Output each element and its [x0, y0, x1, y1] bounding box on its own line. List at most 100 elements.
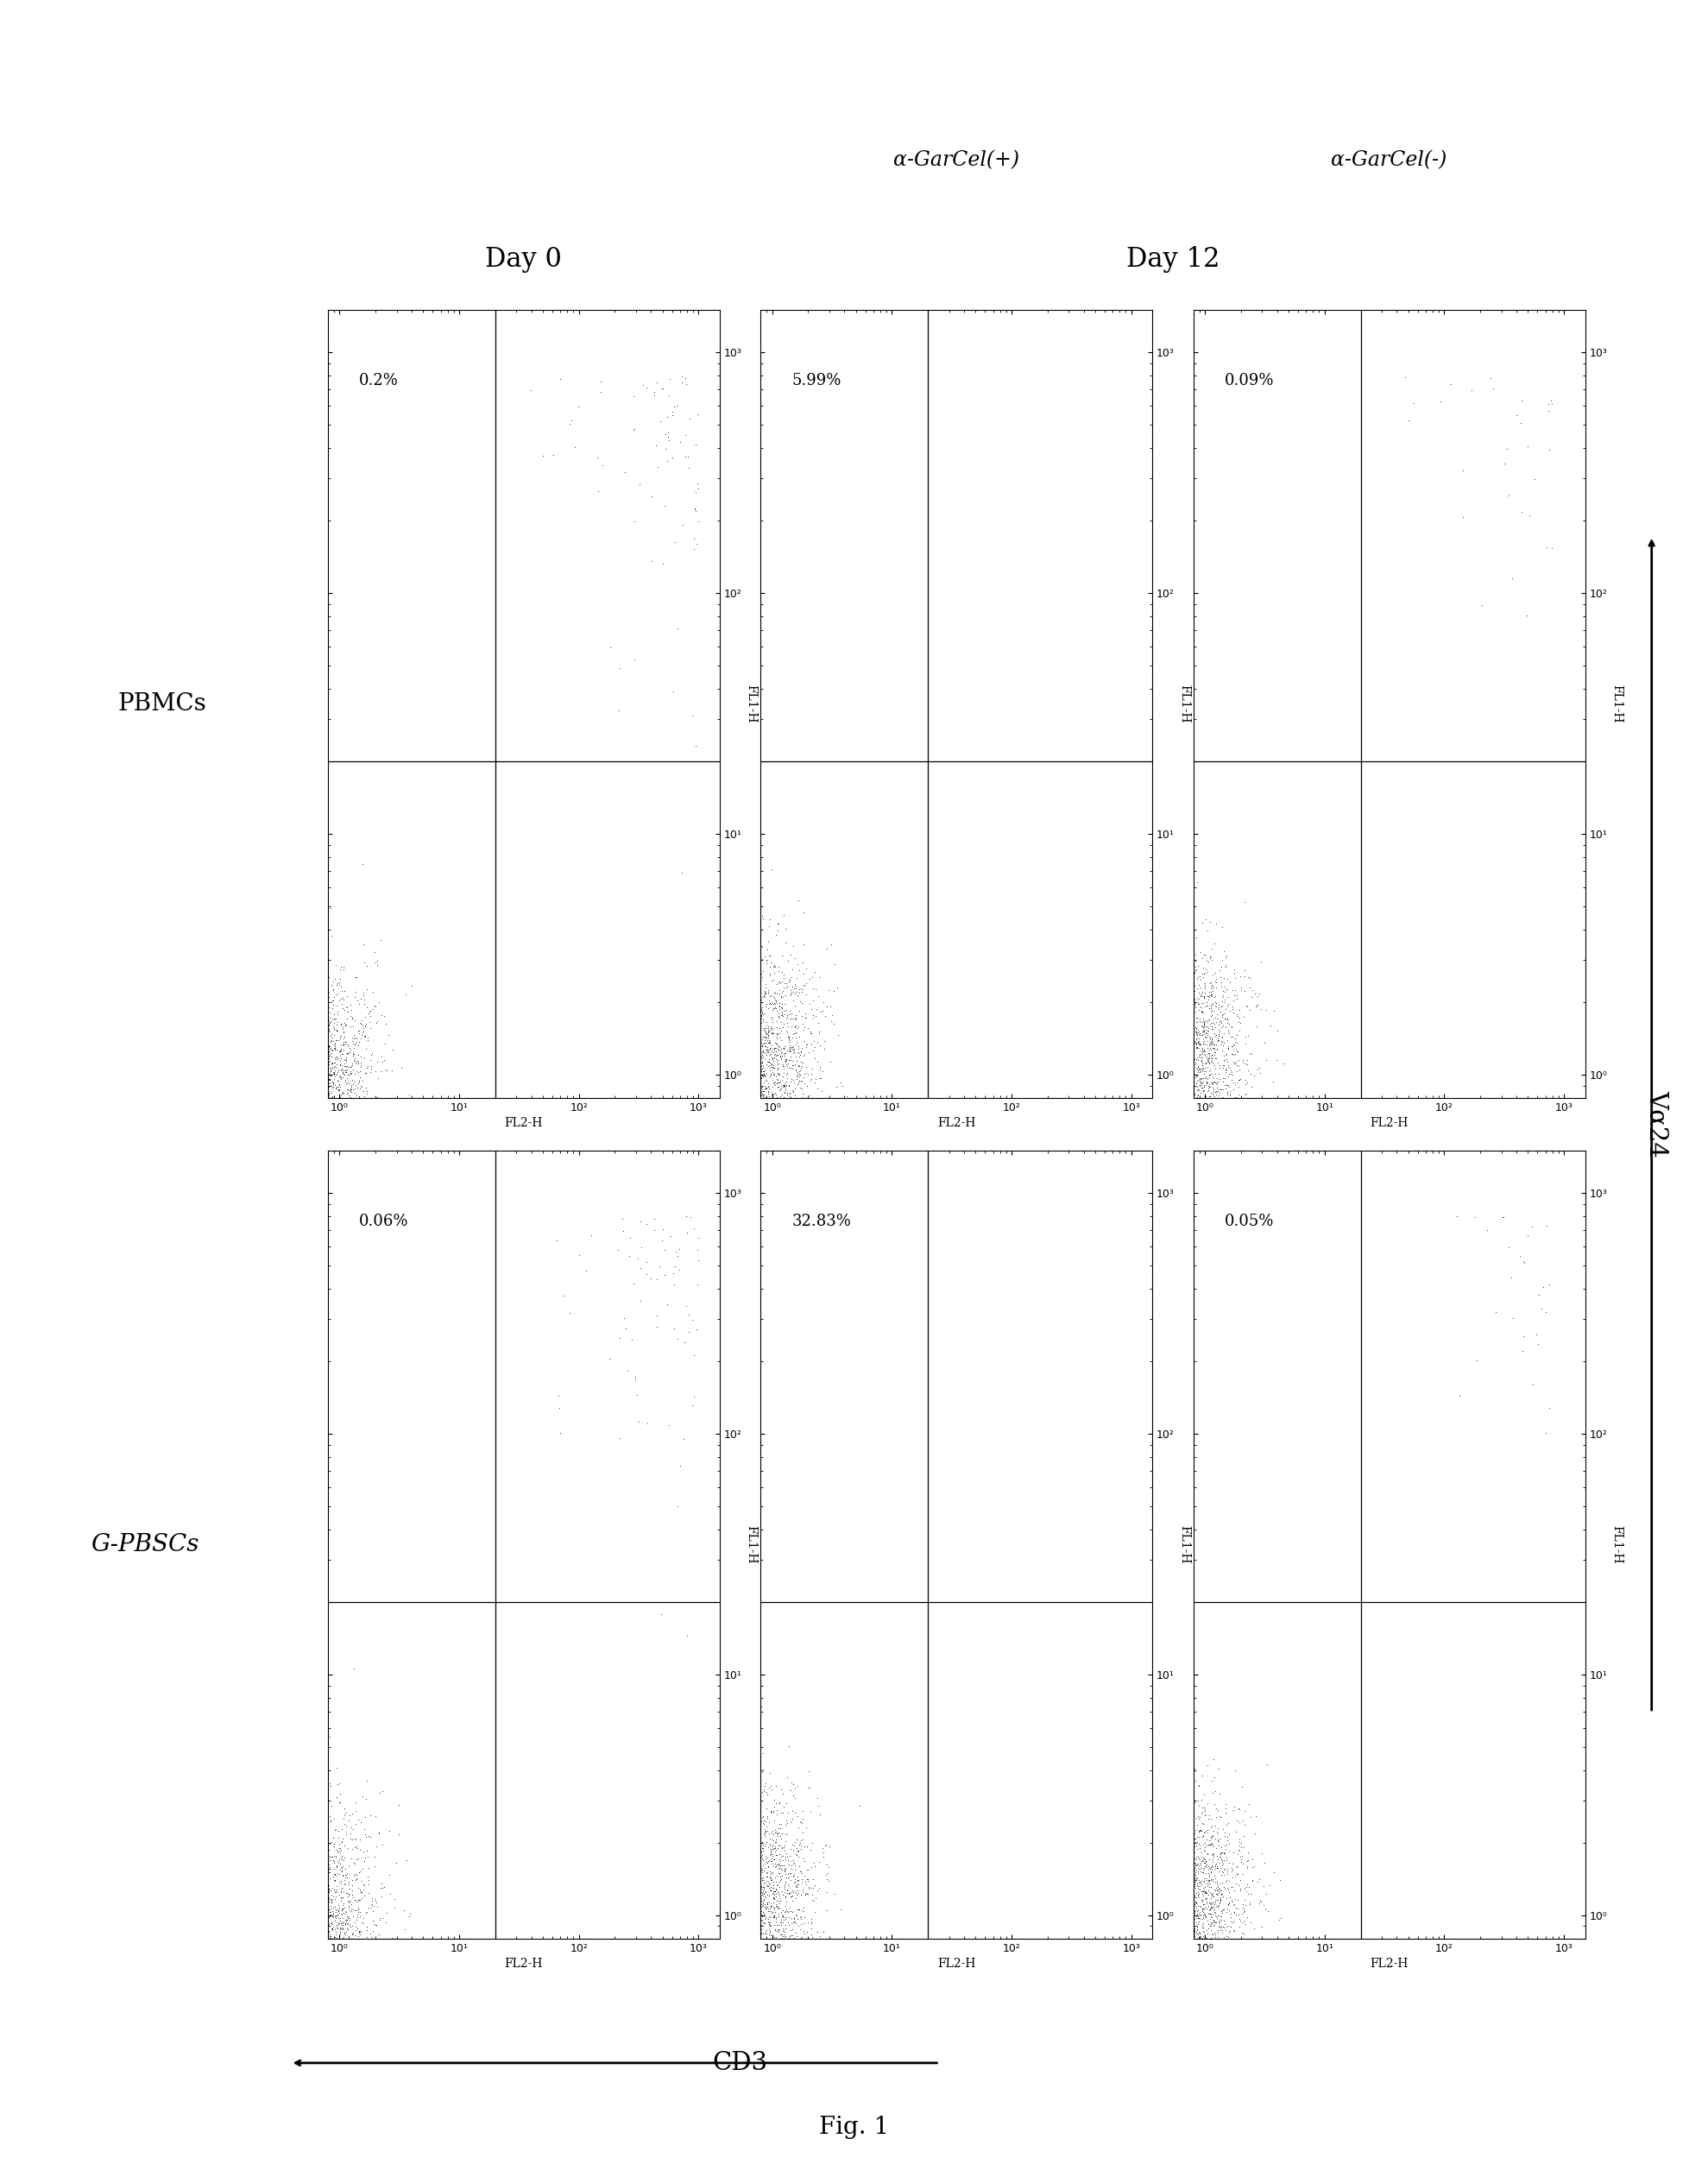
Point: [1167, 985, 1194, 1019]
Point: [290, 1015, 318, 1050]
Point: [290, 1105, 318, 1140]
Point: [729, 1096, 757, 1131]
Point: [1155, 1825, 1182, 1860]
Point: [290, 1050, 318, 1085]
Point: [731, 1063, 758, 1098]
Point: [290, 1884, 318, 1919]
Point: [765, 1851, 793, 1886]
Point: [1187, 1936, 1214, 1971]
Point: [304, 1869, 331, 1904]
Point: [290, 1971, 318, 2006]
Point: [1172, 1943, 1199, 1978]
Point: [290, 1897, 318, 1932]
Point: [748, 1908, 775, 1943]
Point: [290, 1895, 318, 1930]
Point: [290, 1899, 318, 1934]
Point: [757, 1052, 784, 1087]
Point: [775, 1083, 803, 1118]
Point: [765, 1105, 793, 1140]
Point: [755, 1923, 782, 1958]
Point: [772, 1043, 799, 1078]
Point: [1155, 1017, 1182, 1052]
Point: [290, 1083, 318, 1118]
Point: [1180, 1939, 1208, 1973]
Point: [299, 1880, 326, 1914]
Point: [772, 1046, 799, 1081]
Point: [1172, 1116, 1199, 1150]
Point: [1180, 1906, 1208, 1941]
Point: [290, 1046, 318, 1081]
Point: [753, 1033, 781, 1067]
Point: [290, 1116, 318, 1150]
Point: [306, 1939, 333, 1973]
Point: [1165, 952, 1192, 987]
Point: [722, 1847, 750, 1882]
Point: [311, 1921, 338, 1956]
Point: [755, 982, 782, 1017]
Point: [302, 1046, 330, 1081]
Point: [290, 1971, 318, 2006]
Point: [799, 1085, 827, 1120]
Point: [762, 1111, 789, 1146]
Point: [722, 1039, 750, 1074]
Point: [794, 1851, 822, 1886]
Point: [290, 1085, 318, 1120]
Point: [1187, 1851, 1214, 1886]
Point: [642, 428, 670, 463]
Point: [769, 1910, 796, 1945]
Point: [1173, 1081, 1201, 1116]
Point: [290, 1949, 318, 1984]
Point: [1180, 1853, 1208, 1888]
Point: [748, 1825, 775, 1860]
Point: [914, 1585, 941, 1620]
Point: [343, 1070, 371, 1105]
Point: [328, 1037, 355, 1072]
Point: [1167, 1853, 1194, 1888]
Point: [738, 1836, 765, 1871]
Point: [290, 1925, 318, 1960]
Point: [311, 1849, 338, 1884]
Point: [290, 1131, 318, 1166]
Point: [752, 1057, 779, 1092]
Point: [1172, 1845, 1199, 1880]
Point: [779, 1094, 806, 1129]
Point: [729, 945, 757, 980]
Point: [1163, 1875, 1190, 1910]
Point: [311, 1901, 338, 1936]
Point: [1170, 989, 1197, 1024]
Point: [753, 1860, 781, 1895]
Point: [290, 1105, 318, 1140]
Point: [914, 744, 941, 779]
Point: [1204, 1873, 1231, 1908]
Point: [1158, 1041, 1185, 1076]
Point: [292, 1100, 319, 1135]
Point: [316, 1921, 343, 1956]
Point: [738, 1882, 765, 1917]
Point: [770, 1035, 798, 1070]
Point: [389, 1893, 417, 1928]
Point: [722, 1759, 750, 1794]
Point: [914, 1585, 941, 1620]
Point: [1190, 1851, 1218, 1886]
Point: [290, 1094, 318, 1129]
Point: [290, 1009, 318, 1043]
Point: [748, 1904, 775, 1939]
Point: [625, 1404, 652, 1439]
Point: [309, 1958, 336, 1993]
Point: [290, 1921, 318, 1956]
Point: [914, 1585, 941, 1620]
Point: [1197, 1065, 1225, 1100]
Point: [290, 1131, 318, 1166]
Point: [1155, 1919, 1182, 1954]
Point: [357, 1797, 384, 1832]
Point: [1218, 1037, 1245, 1072]
Point: [914, 744, 941, 779]
Point: [729, 1805, 757, 1840]
Point: [290, 1906, 318, 1941]
Point: [301, 1015, 328, 1050]
Point: [309, 1941, 336, 1976]
Point: [328, 1858, 355, 1893]
Point: [770, 1070, 798, 1105]
Point: [1189, 958, 1216, 993]
Point: [290, 1100, 318, 1135]
